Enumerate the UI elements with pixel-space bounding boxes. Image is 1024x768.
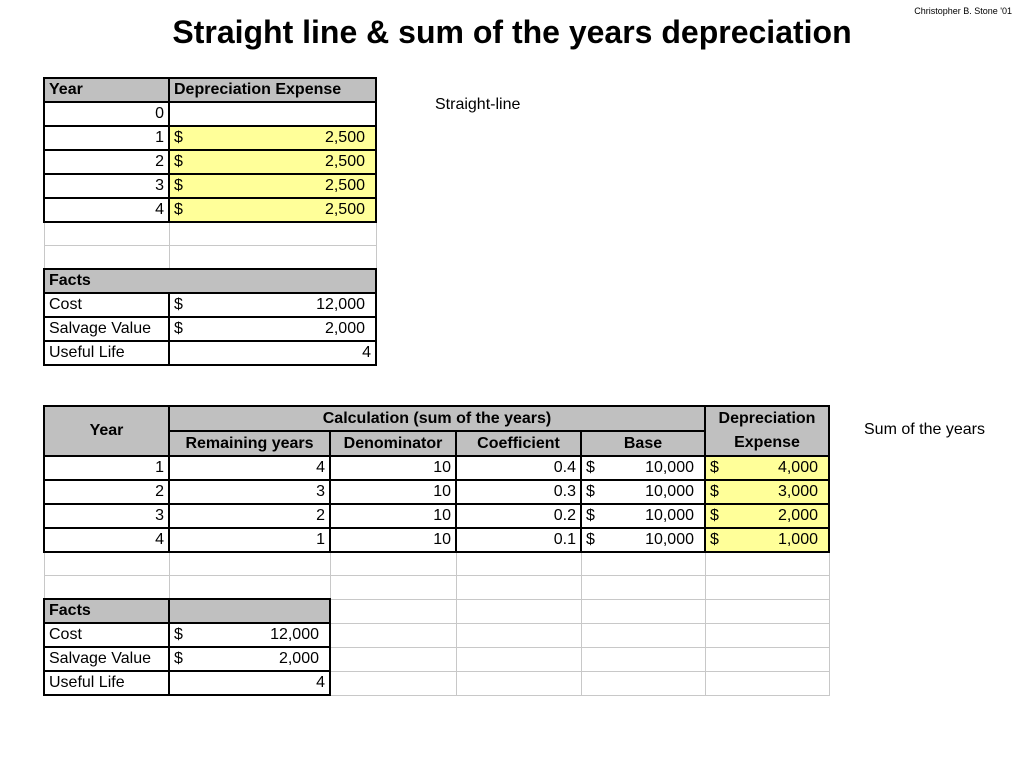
syd-base-cell: $10,000 [580, 503, 706, 529]
syd-coefficient-cell: 0.4 [455, 455, 582, 481]
empty-row [43, 575, 830, 600]
syd-fact-value: $2,000 [168, 646, 331, 672]
syd-header-row-2: Remaining years Denominator Coefficient … [44, 430, 829, 457]
syd-denominator-cell: 10 [329, 503, 457, 529]
syd-denominator-cell: 10 [329, 479, 457, 505]
page-title: Straight line & sum of the years depreci… [172, 14, 852, 50]
syd-dep-cell: $3,000 [704, 479, 830, 505]
table-row: 2 3 10 0.3 $10,000 $3,000 [43, 479, 830, 505]
table-row: 1 $2,500 [43, 125, 377, 151]
straight-line-table: Year Depreciation Expense 0 1 $2,500 2 $… [43, 77, 377, 366]
syd-header-coefficient: Coefficient [455, 430, 582, 457]
sl-dep-cell: $2,500 [168, 149, 377, 175]
syd-facts-title: Facts [43, 598, 170, 624]
straight-line-label: Straight-line [435, 96, 521, 113]
table-row: 3 $2,500 [43, 173, 377, 199]
sum-of-years-table: Year Calculation (sum of the years) Depr… [43, 405, 830, 696]
table-row: Useful Life 4 [43, 670, 830, 696]
syd-remaining-cell: 2 [168, 503, 331, 529]
syd-fact-value: 4 [168, 670, 331, 696]
syd-coefficient-cell: 0.2 [455, 503, 582, 529]
syd-year-cell: 4 [43, 527, 170, 553]
sl-year-cell: 4 [43, 197, 170, 223]
empty-row [43, 551, 830, 576]
table-row: Salvage Value $2,000 [43, 646, 830, 672]
syd-fact-label: Useful Life [43, 670, 170, 696]
syd-fact-label: Salvage Value [43, 646, 170, 672]
sl-fact-label: Salvage Value [43, 316, 170, 342]
table-row: Cost $12,000 [43, 622, 830, 648]
syd-remaining-cell: 4 [168, 455, 331, 481]
sl-fact-label: Useful Life [43, 340, 170, 366]
syd-base-cell: $10,000 [580, 455, 706, 481]
sl-dep-cell: $2,500 [168, 125, 377, 151]
sl-year-cell: 1 [43, 125, 170, 151]
sl-fact-value: $2,000 [168, 316, 377, 342]
syd-header-calculation: Calculation (sum of the years) [168, 405, 706, 432]
syd-dep-cell: $1,000 [704, 527, 830, 553]
syd-year-cell: 1 [43, 455, 170, 481]
sl-header-depreciation: Depreciation Expense [168, 77, 377, 103]
sl-header-year: Year [43, 77, 170, 103]
sl-dep-cell: $2,500 [168, 197, 377, 223]
empty-row [43, 221, 377, 246]
syd-denominator-cell: 10 [329, 527, 457, 553]
sum-of-years-label: Sum of the years [864, 421, 985, 438]
syd-header-row-1: Year Calculation (sum of the years) Depr… [43, 405, 830, 457]
syd-base-cell: $10,000 [580, 527, 706, 553]
syd-coefficient-cell: 0.1 [455, 527, 582, 553]
sl-header-row: Year Depreciation Expense [43, 77, 377, 103]
syd-remaining-cell: 1 [168, 527, 331, 553]
syd-header-remaining: Remaining years [168, 430, 331, 457]
table-row: 2 $2,500 [43, 149, 377, 175]
syd-denominator-cell: 10 [329, 455, 457, 481]
sl-fact-value: $12,000 [168, 292, 377, 318]
sl-dep-cell: $2,500 [168, 173, 377, 199]
table-row: Useful Life 4 [43, 340, 377, 366]
sl-fact-label: Cost [43, 292, 170, 318]
syd-remaining-cell: 3 [168, 479, 331, 505]
table-row: Cost $12,000 [43, 292, 377, 318]
table-row: 3 2 10 0.2 $10,000 $2,000 [43, 503, 830, 529]
empty-row [43, 245, 377, 270]
table-row: 4 1 10 0.1 $10,000 $1,000 [43, 527, 830, 553]
syd-coefficient-cell: 0.3 [455, 479, 582, 505]
syd-fact-label: Cost [43, 622, 170, 648]
syd-facts-header-row: Facts [43, 598, 830, 624]
syd-year-cell: 3 [43, 503, 170, 529]
sl-facts-header-row: Facts [43, 268, 377, 294]
syd-facts-title-blank [168, 598, 331, 624]
syd-dep-cell: $4,000 [704, 455, 830, 481]
syd-year-cell: 2 [43, 479, 170, 505]
table-row: 1 4 10 0.4 $10,000 $4,000 [43, 455, 830, 481]
sl-dep-cell [168, 101, 377, 127]
sl-fact-value: 4 [168, 340, 377, 366]
author-credit: Christopher B. Stone '01 [914, 6, 1012, 16]
syd-header-denominator: Denominator [329, 430, 457, 457]
syd-base-cell: $10,000 [580, 479, 706, 505]
syd-header-depreciation: Depreciation Expense [704, 405, 830, 457]
table-row: Salvage Value $2,000 [43, 316, 377, 342]
sl-facts-title: Facts [43, 268, 377, 294]
table-row: 4 $2,500 [43, 197, 377, 223]
table-row: 0 [43, 101, 377, 127]
sl-year-cell: 3 [43, 173, 170, 199]
syd-header-year: Year [43, 405, 170, 457]
syd-header-base: Base [580, 430, 706, 457]
syd-dep-cell: $2,000 [704, 503, 830, 529]
sl-year-cell: 0 [43, 101, 170, 127]
syd-fact-value: $12,000 [168, 622, 331, 648]
sl-year-cell: 2 [43, 149, 170, 175]
